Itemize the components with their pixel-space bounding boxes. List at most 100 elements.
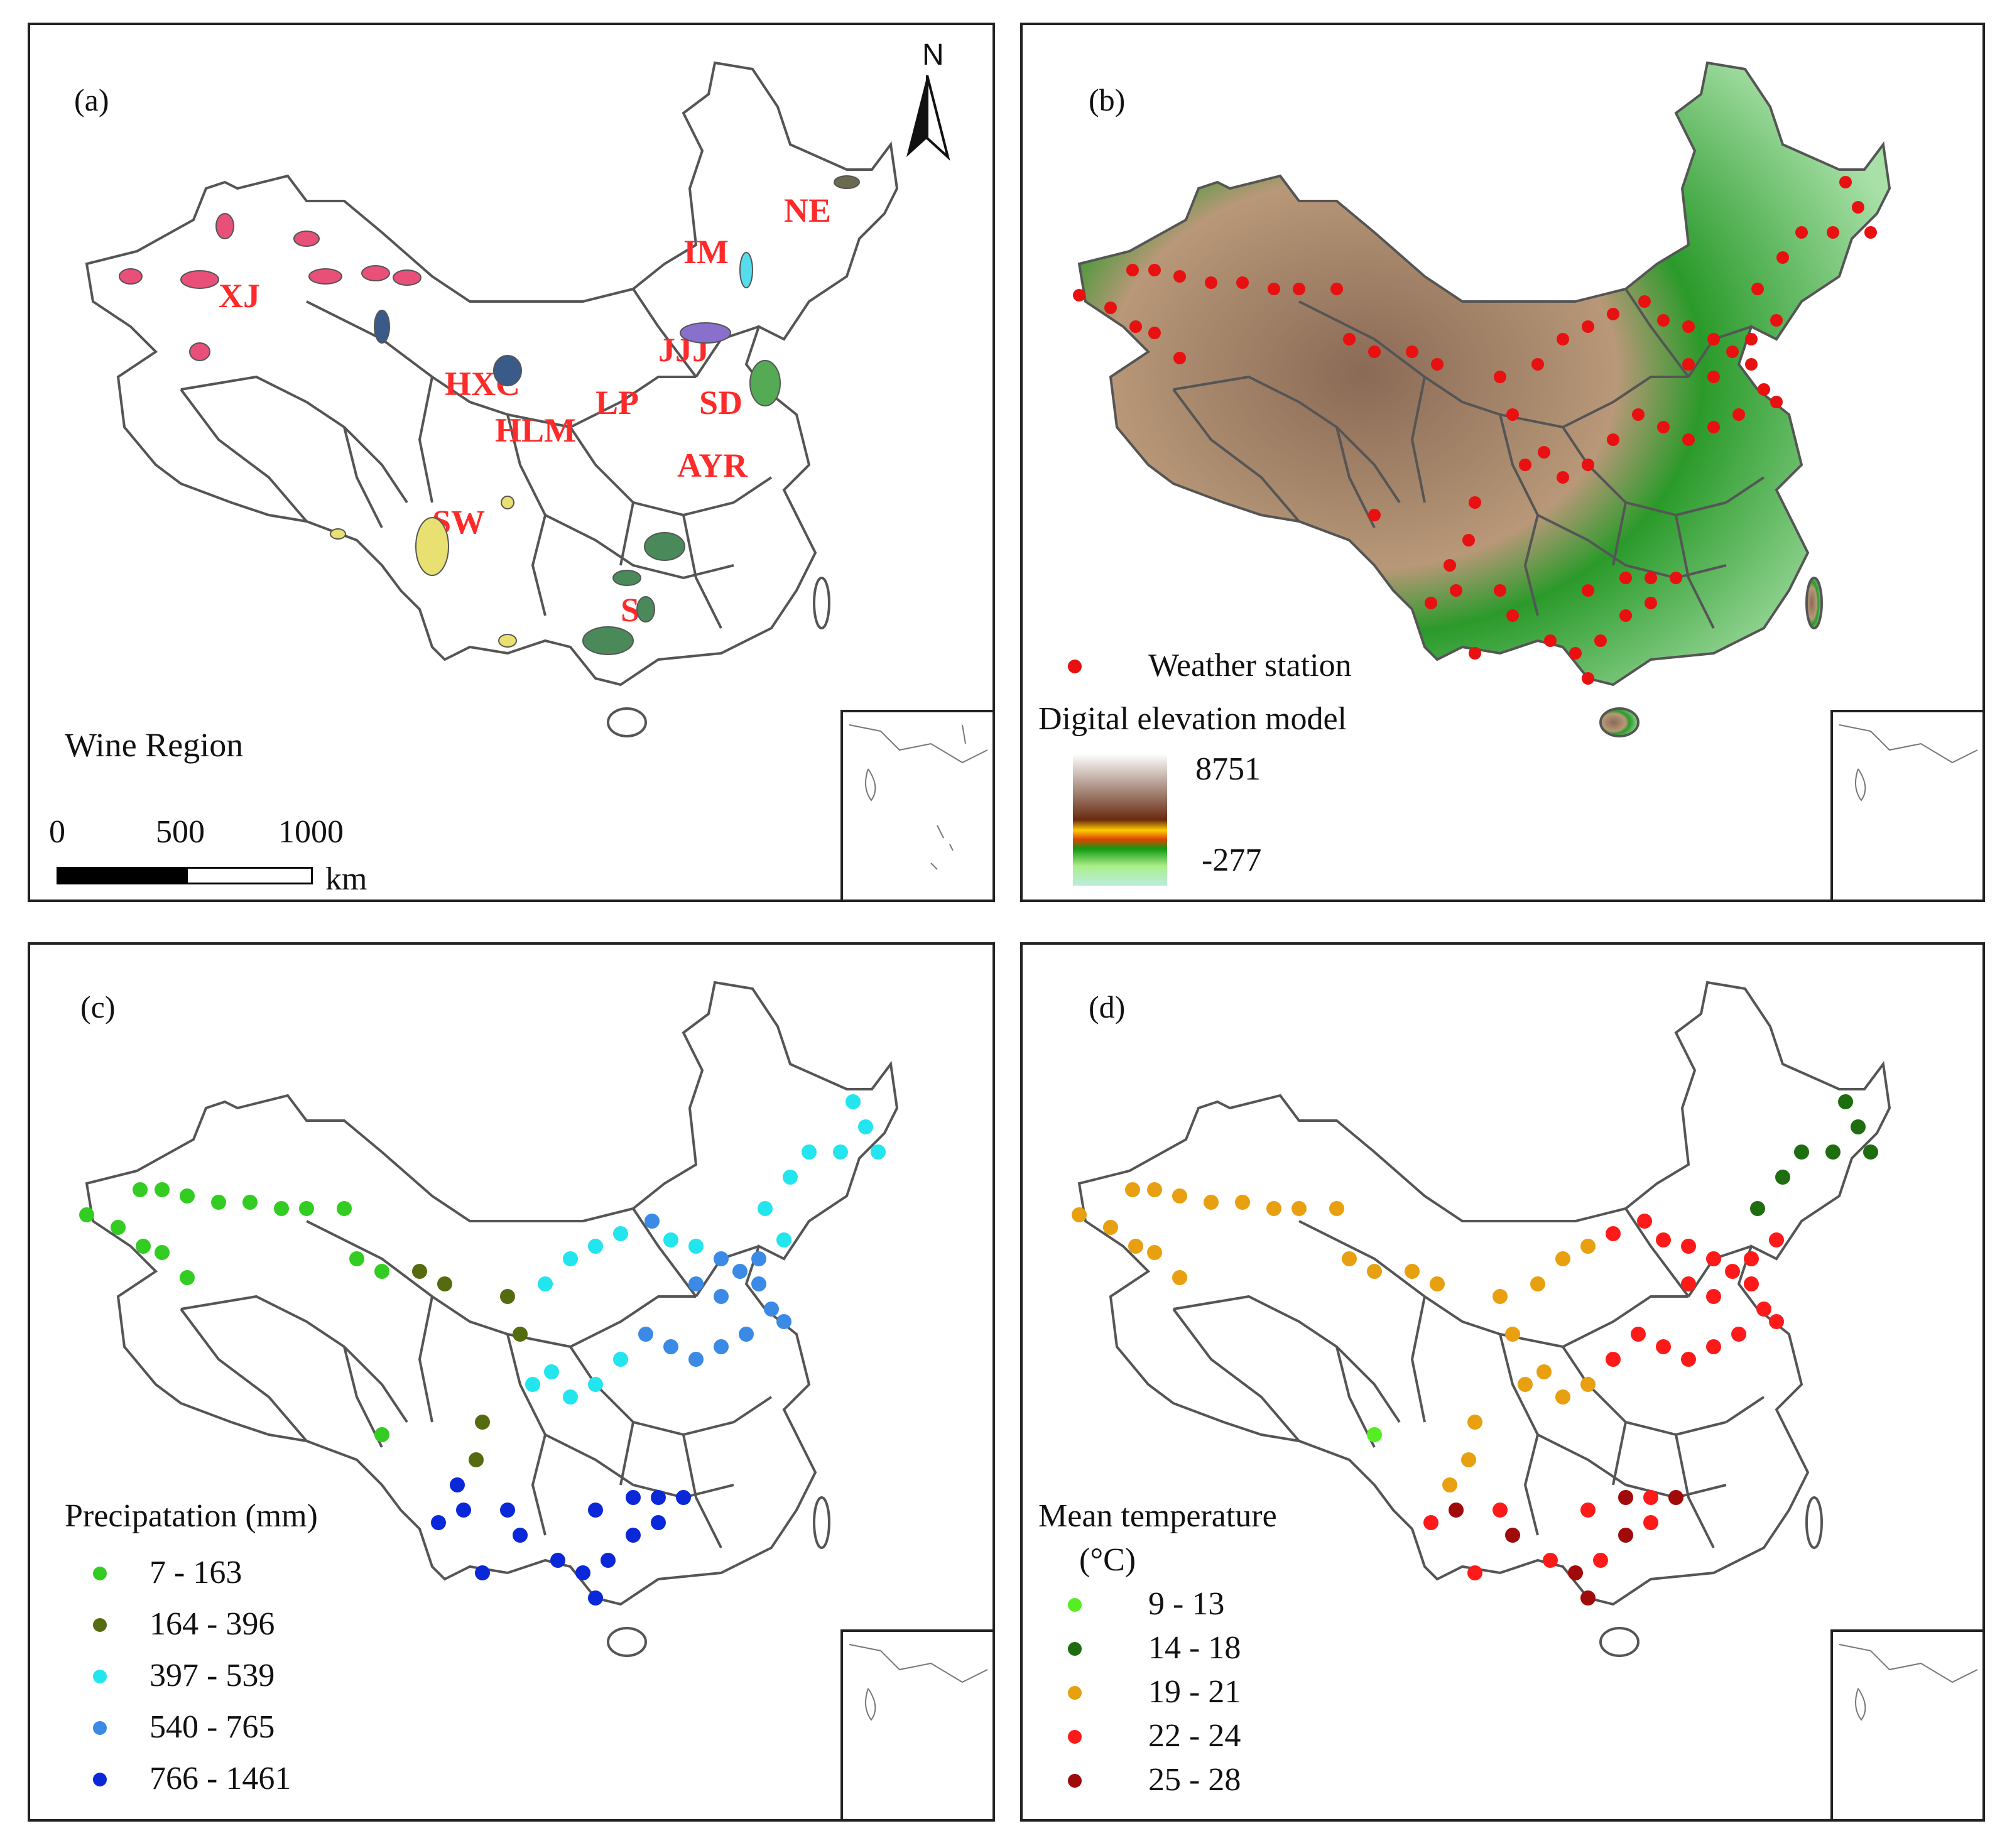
station-point — [1607, 308, 1619, 320]
temp-point — [1442, 1477, 1457, 1492]
legend-dot-1 — [93, 1567, 107, 1580]
temp-point — [1580, 1239, 1596, 1254]
legend-dot-3 — [1068, 1686, 1082, 1700]
station-point — [1368, 509, 1381, 521]
temp-point — [1744, 1251, 1759, 1266]
region-label-hlm: HLM — [495, 411, 576, 449]
precip-point — [651, 1515, 666, 1530]
precip-point — [751, 1251, 766, 1266]
temp-point — [1681, 1352, 1696, 1367]
temp-legend-title: Mean temperature — [1038, 1498, 1277, 1534]
temp-point — [1072, 1207, 1087, 1222]
precip-point — [846, 1094, 861, 1109]
temp-point — [1637, 1214, 1652, 1229]
precip-point — [588, 1503, 603, 1518]
precip-point — [663, 1232, 678, 1247]
precip-point — [638, 1327, 653, 1342]
station-point — [1557, 333, 1569, 345]
temp-point — [1681, 1276, 1696, 1291]
station-point — [1864, 226, 1877, 239]
legend-label-4: 22 - 24 — [1148, 1718, 1241, 1754]
wine-region-patches — [119, 175, 860, 655]
temp-point — [1423, 1515, 1438, 1530]
precip-point — [858, 1119, 873, 1134]
station-point — [1607, 433, 1619, 446]
precip-point — [783, 1170, 798, 1185]
station-point — [1104, 302, 1117, 314]
temp-point — [1405, 1264, 1420, 1279]
precip-point — [688, 1276, 704, 1291]
precip-point — [601, 1553, 616, 1568]
panel-label: (a) — [74, 82, 109, 117]
station-point — [1839, 176, 1852, 188]
precip-point — [802, 1144, 817, 1160]
legend-label-3: 19 - 21 — [1148, 1674, 1241, 1710]
temp-point — [1235, 1195, 1250, 1210]
legend-label-5: 766 - 1461 — [150, 1761, 291, 1796]
temp-point — [1825, 1144, 1841, 1160]
south-china-sea-inset — [840, 710, 992, 900]
temp-point — [1505, 1327, 1520, 1342]
station-point — [1406, 345, 1418, 358]
temp-point — [1631, 1327, 1646, 1342]
precip-point — [714, 1339, 729, 1354]
temp-point — [1536, 1364, 1552, 1379]
temp-point — [1555, 1389, 1570, 1405]
temp-point — [1580, 1590, 1596, 1606]
station-point — [1293, 283, 1305, 295]
legend-label-4: 540 - 765 — [150, 1709, 275, 1745]
station-point — [1582, 320, 1594, 333]
temp-point — [1769, 1314, 1784, 1329]
precip-point — [513, 1528, 528, 1543]
station-point — [1129, 320, 1142, 333]
south-china-sea-inset — [840, 1629, 992, 1819]
dem-min: -277 — [1202, 842, 1262, 878]
temp-point — [1706, 1339, 1721, 1354]
south-china-sea-inset — [1830, 1629, 1982, 1819]
station-point — [1732, 408, 1745, 421]
station-point — [1148, 327, 1161, 339]
temp-point — [1493, 1503, 1508, 1518]
precip-point — [274, 1201, 289, 1216]
legend-dot-4 — [1068, 1730, 1082, 1744]
station-point — [1469, 647, 1481, 660]
station-point — [1519, 459, 1531, 471]
temp-point — [1656, 1232, 1671, 1247]
precip-point — [211, 1195, 226, 1210]
precip-point — [776, 1232, 791, 1247]
region-label-im: IM — [683, 233, 729, 271]
precip-point — [626, 1528, 641, 1543]
precip-point — [242, 1195, 258, 1210]
region-label-ne: NE — [784, 192, 832, 229]
station-point — [1745, 333, 1758, 345]
temp-point — [1266, 1201, 1281, 1216]
station-point — [1268, 283, 1280, 295]
temp-point — [1204, 1195, 1219, 1210]
legend-dot-2 — [93, 1618, 107, 1632]
legend-title: Wine Region — [65, 726, 244, 764]
temp-point — [1863, 1144, 1878, 1160]
precip-point — [374, 1427, 389, 1442]
scalebar-black — [57, 867, 186, 884]
station-point — [1594, 634, 1607, 647]
legend-label-5: 25 - 28 — [1148, 1762, 1241, 1798]
precip-point — [663, 1339, 678, 1354]
temp-point — [1750, 1201, 1765, 1216]
temp-point — [1706, 1251, 1721, 1266]
temp-point — [1643, 1490, 1658, 1505]
station-point — [1343, 333, 1356, 345]
temp-point — [1518, 1377, 1533, 1392]
panel-label: (d) — [1089, 989, 1126, 1025]
temp-legend-unit: (°C) — [1079, 1542, 1136, 1578]
temp-point — [1618, 1528, 1633, 1543]
north-label: N — [922, 38, 944, 72]
station-legend-label: Weather station — [1148, 648, 1352, 683]
precip-point — [751, 1276, 766, 1291]
station-point — [1582, 672, 1594, 685]
scalebar-tick-500: 500 — [156, 814, 205, 850]
station-point — [1173, 352, 1186, 364]
temp-point — [1103, 1220, 1118, 1235]
scalebar-white — [186, 867, 313, 884]
station-point — [1582, 584, 1594, 597]
temp-point — [1681, 1239, 1696, 1254]
